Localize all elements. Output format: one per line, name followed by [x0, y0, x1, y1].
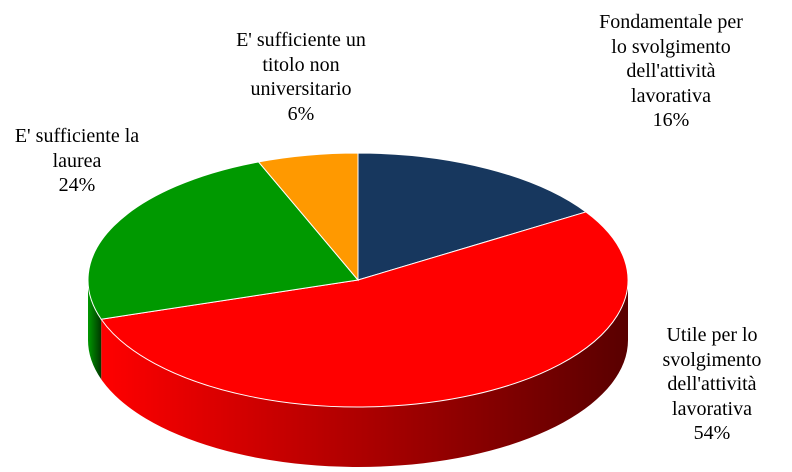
category-label: E' sufficiente un titolo non universitar…: [236, 29, 366, 100]
slice-label: Utile per lo svolgimento dell'attività l…: [642, 323, 782, 446]
slice: [357, 152, 588, 281]
slice-label: Fondamentale per lo svolgimento dell'att…: [596, 10, 746, 133]
value-label: 24%: [58, 174, 96, 196]
slice: [100, 211, 629, 408]
slice-side: [101, 280, 629, 467]
slice-label: E' sufficiente la laurea 24%: [12, 124, 142, 198]
slice: [257, 152, 359, 282]
value-label: 54%: [693, 422, 731, 444]
category-label: Utile per lo svolgimento dell'attività l…: [662, 324, 762, 420]
value-label: 16%: [652, 109, 690, 131]
slice-side: [88, 280, 102, 380]
slice-label: E' sufficiente un titolo non universitar…: [236, 28, 366, 126]
category-label: E' sufficiente la laurea: [14, 125, 140, 172]
slice: [87, 161, 359, 320]
category-label: Fondamentale per lo svolgimento dell'att…: [599, 11, 743, 107]
value-label: 6%: [287, 102, 315, 125]
